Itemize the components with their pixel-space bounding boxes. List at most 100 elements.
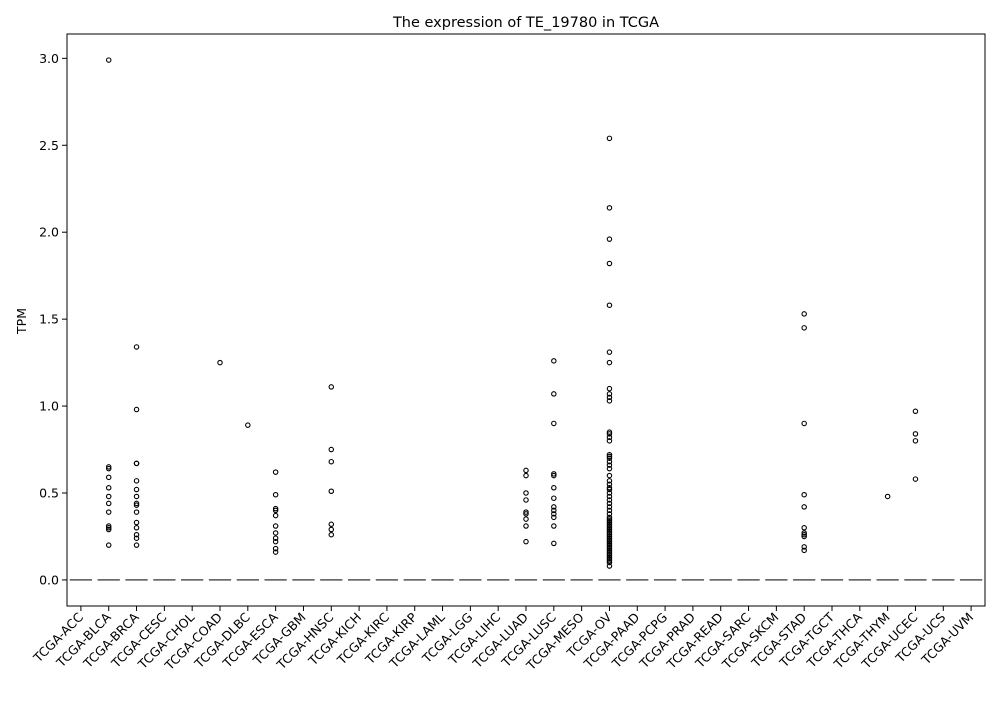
outlier-point (606, 434, 613, 441)
outlier-point (551, 358, 557, 364)
outlier-point (245, 422, 251, 428)
outlier-point (606, 558, 613, 564)
outlier-point (551, 471, 557, 477)
outlier-point (606, 504, 613, 510)
outlier-point (272, 545, 279, 552)
outlier-point (551, 511, 557, 517)
outlier-point (133, 493, 140, 500)
outlier-point (523, 538, 529, 545)
chart-title: The expression of TE_19780 in TCGA (392, 15, 659, 31)
outlier-point (606, 260, 613, 267)
outlier-point (105, 465, 112, 472)
outlier-point (606, 514, 613, 521)
outlier-point (606, 385, 613, 392)
outlier-point (606, 438, 613, 444)
outlier-point (551, 472, 557, 479)
outlier-point (801, 533, 807, 540)
outlier-point (606, 394, 613, 401)
outlier-point (217, 359, 223, 366)
outlier-point (105, 500, 112, 507)
outlier-point (133, 519, 140, 526)
outlier-point (606, 531, 613, 538)
outlier-point (912, 431, 919, 437)
outlier-point (328, 521, 335, 528)
outlier-point (606, 486, 613, 493)
outlier-point (606, 554, 613, 561)
outlier-point (606, 544, 613, 550)
outlier-point (133, 502, 140, 508)
plot-frame (66, 33, 986, 607)
outlier-point (606, 545, 613, 552)
outlier-point (551, 391, 557, 397)
outlier-point (606, 481, 613, 488)
outlier-point (551, 495, 557, 501)
x-axis-ticks: TCGA-ACCTCGA-BLCATCGA-BRCATCGA-CESCTCGA-… (30, 606, 976, 674)
outlier-point (606, 135, 613, 142)
outlier-point (606, 540, 613, 547)
y-tick-label: 3.0 (39, 51, 59, 66)
outlier-point (272, 549, 279, 555)
outlier-point (606, 302, 613, 308)
outlier-point (328, 526, 335, 533)
outlier-point (105, 523, 112, 529)
outlier-point (606, 535, 613, 541)
outlier-point (606, 511, 613, 517)
outlier-point (606, 458, 613, 465)
outlier-point (606, 551, 613, 557)
outlier-point (606, 391, 613, 397)
outlier-point (272, 505, 279, 512)
outlier-point (606, 530, 613, 536)
outlier-point (105, 509, 112, 515)
y-tick-label: 2.0 (39, 225, 59, 240)
outlier-point (801, 491, 807, 498)
outlier-point (523, 516, 529, 522)
outlier-point (551, 504, 557, 510)
outlier-point (272, 469, 279, 475)
outlier-point (606, 451, 613, 458)
outlier-point (551, 507, 557, 514)
outlier-point (328, 458, 335, 465)
y-tick-label: 1.0 (39, 399, 59, 414)
outlier-point (133, 509, 140, 515)
outlier-point (523, 490, 529, 496)
outlier-point (606, 559, 613, 566)
outlier-point (606, 526, 613, 533)
outlier-point (133, 535, 140, 541)
outlier-point (606, 359, 613, 366)
outlier-point (606, 431, 613, 437)
outlier-point (801, 525, 807, 531)
outlier-point (606, 519, 613, 526)
outlier-point (328, 531, 335, 538)
outlier-point (551, 485, 557, 491)
outlier-point (105, 542, 112, 548)
outlier-point (133, 486, 140, 493)
outlier-point (105, 525, 112, 531)
outlier-point (801, 420, 807, 427)
outlier-point (328, 446, 335, 453)
outlier-point (606, 485, 613, 491)
outlier-point (551, 540, 557, 547)
outlier-point (523, 497, 529, 503)
outlier-point (551, 523, 557, 529)
y-tick-label: 2.5 (39, 138, 59, 153)
outlier-point (606, 542, 613, 548)
outlier-point (606, 518, 613, 524)
outlier-point (105, 526, 112, 533)
outlier-point (272, 491, 279, 498)
outlier-point (912, 438, 919, 444)
outlier-point (606, 523, 613, 529)
outlier-point (523, 472, 529, 479)
y-axis-ticks: 0.0 0.5 1.0 1.5 2.0 2.5 3.0 (39, 51, 67, 587)
outlier-points (105, 57, 919, 569)
outlier-point (606, 455, 613, 461)
outlier-point (606, 236, 613, 242)
outlier-point (801, 544, 807, 550)
outlier-point (551, 514, 557, 521)
outlier-point (133, 478, 140, 484)
outlier-point (523, 511, 529, 517)
y-axis-label: TPM (14, 308, 29, 335)
outlier-point (606, 556, 613, 562)
outlier-point (272, 538, 279, 545)
outlier-point (606, 525, 613, 531)
